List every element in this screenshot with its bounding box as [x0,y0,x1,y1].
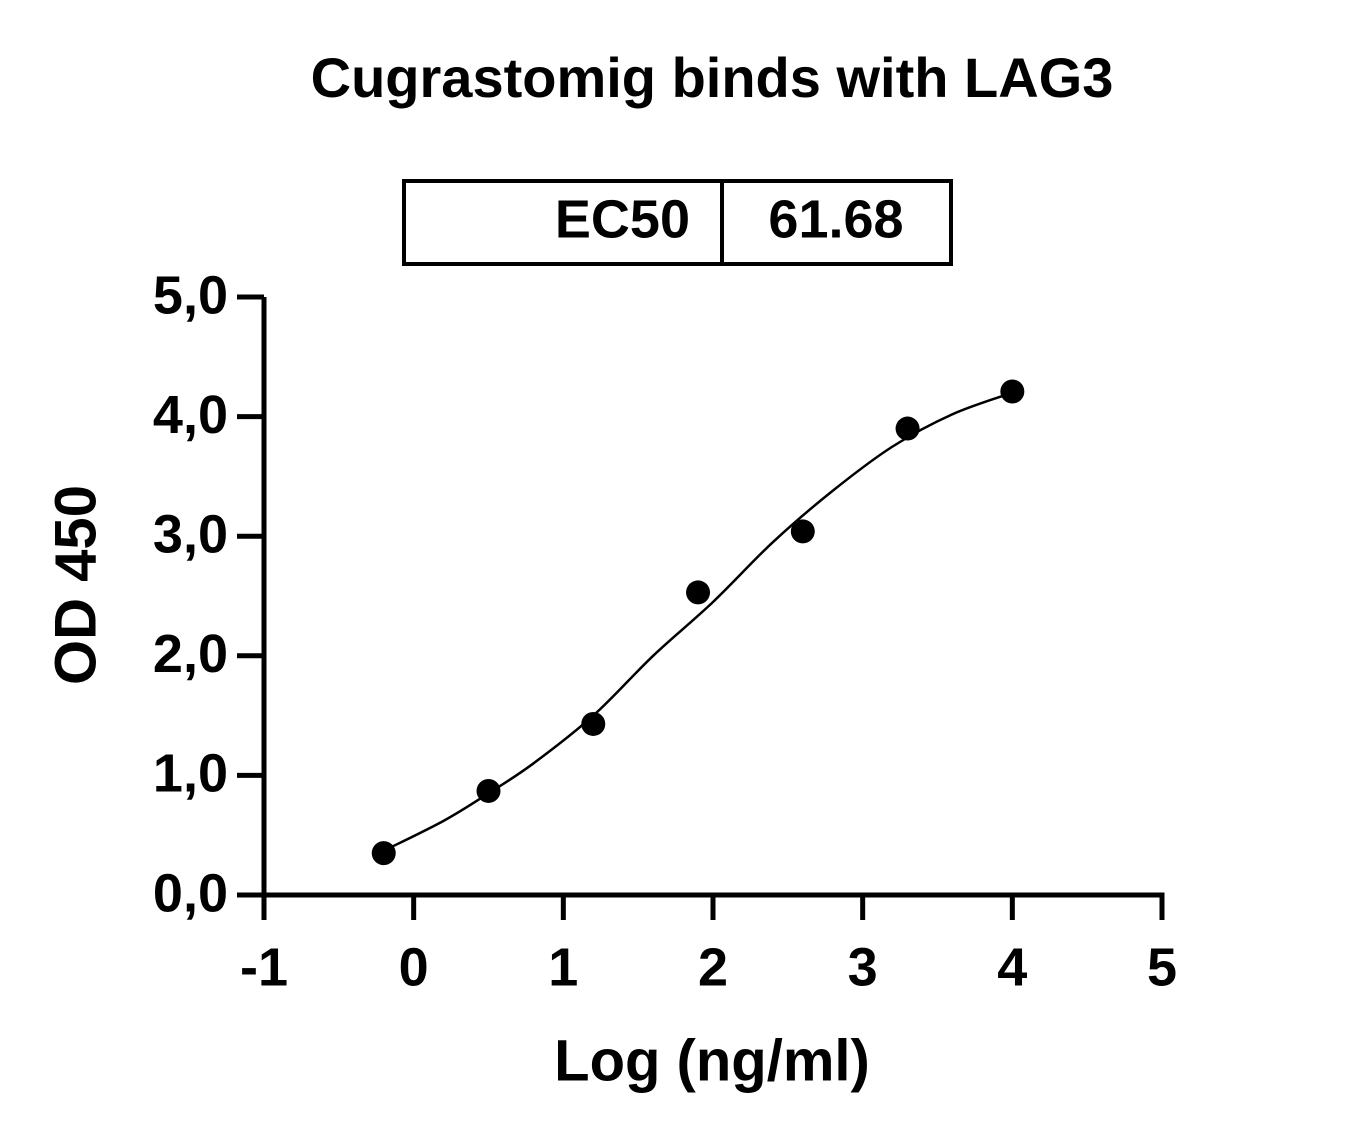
y-tick-label: 1,0 [153,744,228,804]
x-tick-label: -1 [240,937,288,997]
x-tick-label: 0 [399,937,429,997]
ec50-value: 61.68 [768,189,903,249]
data-point [581,711,606,736]
chart-title: Cugrastomig binds with LAG3 [311,46,1114,109]
x-tick-label: 3 [848,937,878,997]
y-tick-label: 4,0 [153,385,228,445]
y-tick-label: 2,0 [153,624,228,684]
y-tick-label: 0,0 [153,863,228,923]
ec50-box [402,179,953,266]
data-point [1000,379,1025,404]
x-tick-label: 4 [997,937,1027,997]
y-tick-label: 3,0 [153,504,228,564]
x-tick-label: 1 [548,937,578,997]
data-point [790,519,815,544]
x-tick-label: 5 [1147,937,1177,997]
data-point [476,778,501,803]
y-tick-label: 5,0 [153,265,228,325]
fit-curve [383,391,1013,852]
data-point [686,580,711,605]
x-axis-label: Log (ng/ml) [554,1028,870,1093]
data-point [371,841,396,866]
ec50-label: EC50 [555,189,690,249]
x-tick-label: 2 [698,937,728,997]
data-point [895,416,920,441]
y-axis-label: OD 450 [43,485,108,685]
